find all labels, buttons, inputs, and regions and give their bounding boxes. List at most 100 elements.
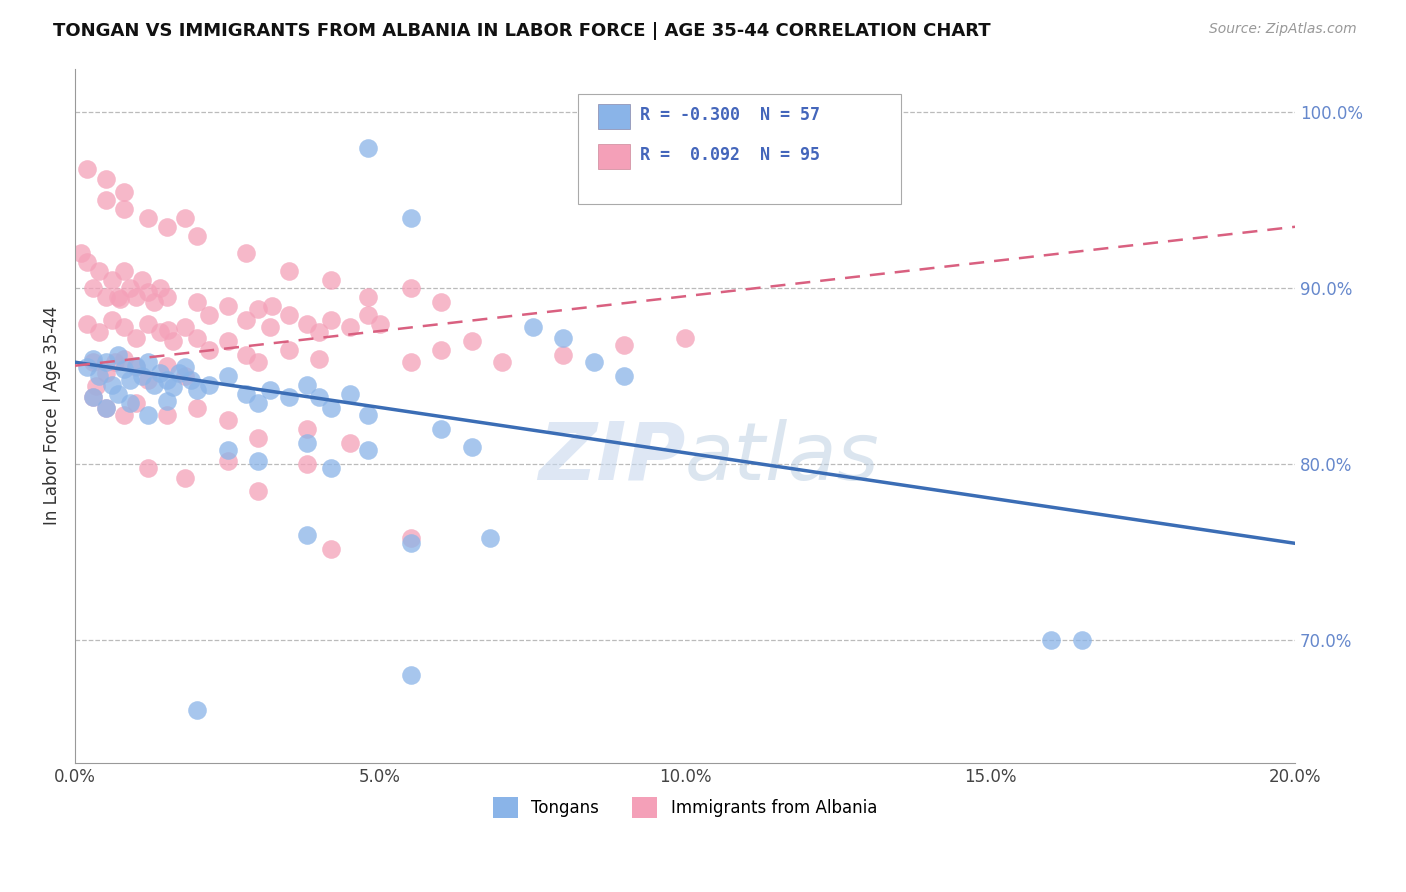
Point	[368, 317, 391, 331]
Point	[430, 343, 453, 357]
Point	[155, 290, 177, 304]
Point	[321, 401, 343, 415]
Bar	[599, 145, 630, 169]
Text: TONGAN VS IMMIGRANTS FROM ALBANIA IN LABOR FORCE | AGE 35-44 CORRELATION CHART: TONGAN VS IMMIGRANTS FROM ALBANIA IN LAB…	[53, 22, 991, 40]
Point	[613, 369, 636, 384]
Point	[107, 290, 129, 304]
Point	[217, 443, 239, 458]
Point	[198, 343, 221, 357]
Point	[112, 351, 135, 366]
Point	[357, 443, 380, 458]
Point	[125, 360, 148, 375]
Point	[247, 453, 270, 467]
Point	[277, 343, 299, 357]
Point	[94, 366, 117, 380]
Point	[125, 330, 148, 344]
Point	[82, 351, 104, 366]
Point	[136, 408, 159, 422]
Point	[357, 290, 380, 304]
Point	[94, 401, 117, 415]
Point	[82, 390, 104, 404]
Point	[339, 436, 361, 450]
Point	[235, 313, 257, 327]
Point	[247, 302, 270, 317]
Point	[460, 440, 482, 454]
Point	[399, 355, 422, 369]
Point	[136, 373, 159, 387]
Point	[247, 355, 270, 369]
Text: R = -0.300  N = 57: R = -0.300 N = 57	[640, 106, 820, 124]
Point	[149, 281, 172, 295]
Point	[308, 390, 330, 404]
Point	[460, 334, 482, 348]
Point	[399, 536, 422, 550]
Text: Source: ZipAtlas.com: Source: ZipAtlas.com	[1209, 22, 1357, 37]
Point	[173, 211, 195, 225]
Text: ZIP: ZIP	[537, 418, 685, 497]
Point	[112, 320, 135, 334]
Point	[76, 161, 98, 176]
Point	[167, 366, 190, 380]
Point	[89, 264, 111, 278]
Point	[108, 292, 131, 306]
Point	[321, 313, 343, 327]
Point	[1070, 633, 1092, 648]
Point	[277, 264, 299, 278]
Point	[125, 395, 148, 409]
Point	[82, 390, 104, 404]
Point	[82, 281, 104, 295]
Point	[136, 285, 159, 299]
Point	[149, 366, 172, 380]
Point	[112, 362, 135, 376]
Point	[186, 384, 208, 398]
Point	[112, 202, 135, 217]
Point	[357, 408, 380, 422]
Point	[84, 378, 107, 392]
Point	[259, 320, 281, 334]
Point	[136, 317, 159, 331]
Point	[149, 326, 172, 340]
Text: atlas: atlas	[685, 418, 880, 497]
Point	[173, 360, 195, 375]
Point	[613, 337, 636, 351]
Point	[262, 299, 284, 313]
Point	[491, 355, 513, 369]
Point	[157, 323, 180, 337]
Point	[136, 211, 159, 225]
Point	[247, 483, 270, 498]
Point	[217, 369, 239, 384]
Point	[155, 359, 177, 373]
Point	[321, 272, 343, 286]
Point	[217, 334, 239, 348]
Point	[94, 194, 117, 208]
Point	[155, 408, 177, 422]
Point	[155, 219, 177, 234]
Point	[107, 348, 129, 362]
Point	[430, 422, 453, 436]
Point	[112, 185, 135, 199]
Point	[94, 401, 117, 415]
Point	[186, 401, 208, 415]
FancyBboxPatch shape	[578, 95, 901, 204]
Point	[100, 378, 122, 392]
Point	[82, 355, 104, 369]
Point	[295, 457, 318, 471]
Text: R =  0.092  N = 95: R = 0.092 N = 95	[640, 146, 820, 164]
Point	[155, 393, 177, 408]
Point	[235, 387, 257, 401]
Point	[94, 290, 117, 304]
Point	[118, 395, 141, 409]
Point	[321, 460, 343, 475]
Point	[94, 172, 117, 186]
Point	[186, 228, 208, 243]
Point	[198, 308, 221, 322]
Point	[89, 326, 111, 340]
Point	[624, 141, 647, 155]
Point	[259, 384, 281, 398]
Point	[430, 295, 453, 310]
Point	[277, 308, 299, 322]
Point	[70, 246, 93, 260]
Point	[186, 295, 208, 310]
Point	[295, 527, 318, 541]
Point	[399, 211, 422, 225]
